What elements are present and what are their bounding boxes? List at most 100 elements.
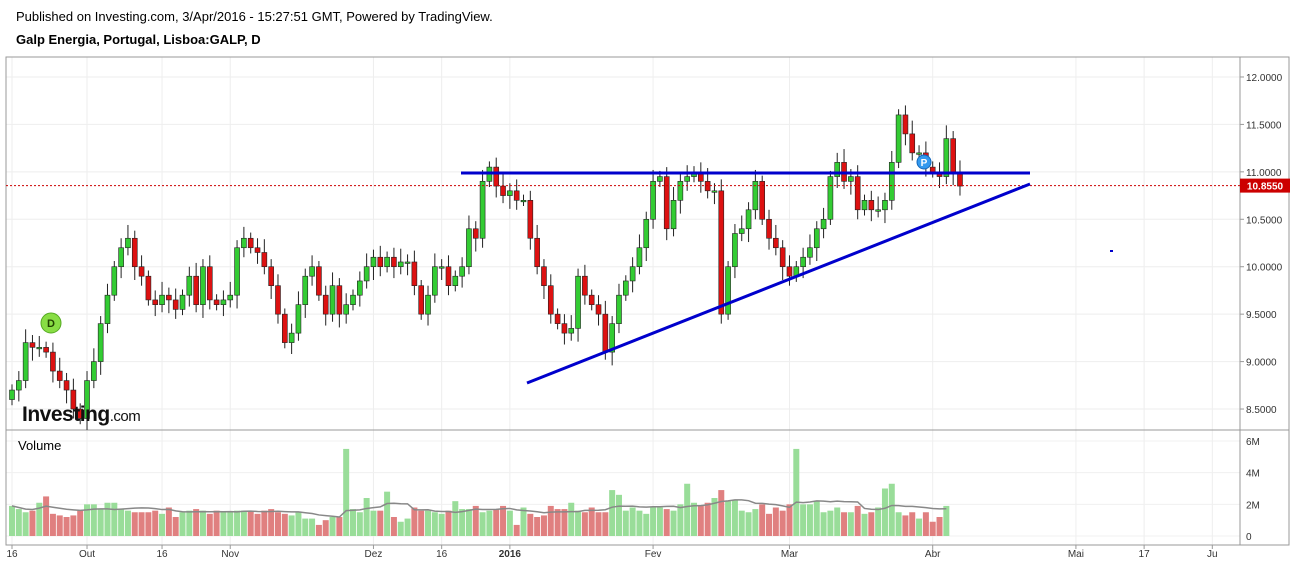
candle <box>343 293 349 324</box>
volume-bar <box>854 505 861 536</box>
volume-bar <box>786 504 793 536</box>
candle <box>629 257 636 293</box>
volume-bar <box>179 512 186 536</box>
candle <box>288 323 295 354</box>
candle <box>575 268 581 342</box>
volume-moving-average <box>11 499 947 518</box>
volume-bar <box>779 510 786 536</box>
candle <box>438 259 445 280</box>
candle <box>895 109 902 169</box>
volume-bar <box>145 512 152 536</box>
volume-bar <box>554 509 561 536</box>
candle <box>868 190 875 222</box>
candle <box>254 238 261 264</box>
volume-bar <box>268 509 275 536</box>
time-tick-label: Nov <box>221 549 239 560</box>
volume-bar <box>711 498 718 536</box>
time-tick-label: 16 <box>6 549 18 560</box>
volume-bar <box>670 510 677 536</box>
volume-bar <box>916 518 923 536</box>
candle <box>459 257 465 288</box>
candle <box>588 289 595 311</box>
volume-bar <box>90 504 97 536</box>
candle <box>384 251 390 273</box>
volume-bar <box>356 512 363 536</box>
volume-bar <box>629 507 636 536</box>
candle <box>616 283 622 334</box>
volume-bar <box>274 512 281 536</box>
volume-bar <box>472 505 479 536</box>
volume-bar <box>459 509 466 536</box>
candle <box>397 248 404 275</box>
volume-bar <box>513 524 520 536</box>
volume-bar <box>813 501 820 536</box>
candle <box>213 294 220 311</box>
candle <box>752 169 759 220</box>
candle <box>882 192 888 224</box>
volume-bar <box>104 502 111 536</box>
candle <box>779 240 786 280</box>
candle <box>152 290 159 317</box>
candle <box>725 261 731 320</box>
chart-frame <box>5 56 1290 546</box>
volume-bar <box>820 512 827 536</box>
candles <box>9 105 963 430</box>
volume-bar <box>172 517 179 536</box>
volume-bar <box>438 513 445 536</box>
logo-suffix: .com <box>110 408 141 425</box>
volume-tick-label: 0 <box>1246 532 1252 543</box>
volume-bar <box>377 510 384 536</box>
volume-bar <box>152 510 159 536</box>
dividend-marker[interactable]: D <box>40 312 62 334</box>
candle <box>91 348 97 389</box>
volume-bar <box>247 510 254 536</box>
candle <box>745 202 752 243</box>
candle <box>43 341 49 358</box>
volume-bar <box>759 504 766 536</box>
time-tick-label: Out <box>79 549 95 560</box>
drawing-dot <box>1110 250 1113 252</box>
candle <box>145 270 152 306</box>
p-marker[interactable]: P <box>916 154 932 170</box>
candle <box>472 221 479 252</box>
price-tick-label: 9.5000 <box>1246 310 1277 321</box>
volume-bar <box>575 510 582 536</box>
candle <box>738 215 745 242</box>
candle <box>138 255 145 286</box>
candle <box>206 255 213 310</box>
volume-bar <box>445 510 452 536</box>
dividend-marker-label: D <box>47 318 55 330</box>
volume-bar <box>479 512 486 536</box>
volume-bar <box>281 513 288 536</box>
candle <box>84 371 90 430</box>
time-tick-label: Fev <box>645 549 662 560</box>
volume-bar <box>186 510 193 536</box>
volume-bar <box>404 518 411 536</box>
candle <box>718 179 725 324</box>
volume-bar <box>22 512 29 536</box>
trend-line[interactable] <box>526 182 1031 385</box>
candle <box>56 357 63 389</box>
volume-bar <box>656 507 663 536</box>
price-tick-label: 11.5000 <box>1246 120 1282 131</box>
price-tick-label: 10.5000 <box>1246 215 1283 226</box>
candle <box>479 169 486 248</box>
candle <box>507 183 513 209</box>
volume-bar <box>697 505 704 536</box>
volume-bar <box>561 509 568 536</box>
volume-bar <box>465 509 472 536</box>
candle <box>241 226 247 258</box>
volume-bar <box>663 509 670 536</box>
candle <box>418 280 425 320</box>
candle <box>773 224 779 256</box>
volume-bar <box>390 517 397 536</box>
candle <box>50 342 56 383</box>
volume-bar <box>650 507 657 536</box>
investing-logo: Investing.com <box>22 403 140 426</box>
volume-bars <box>9 448 950 536</box>
price-tick-label: 9.0000 <box>1246 358 1277 369</box>
symbol-title: Galp Energia, Portugal, Lisboa:GALP, D <box>16 32 261 47</box>
candle <box>391 247 397 279</box>
candle <box>650 169 656 229</box>
